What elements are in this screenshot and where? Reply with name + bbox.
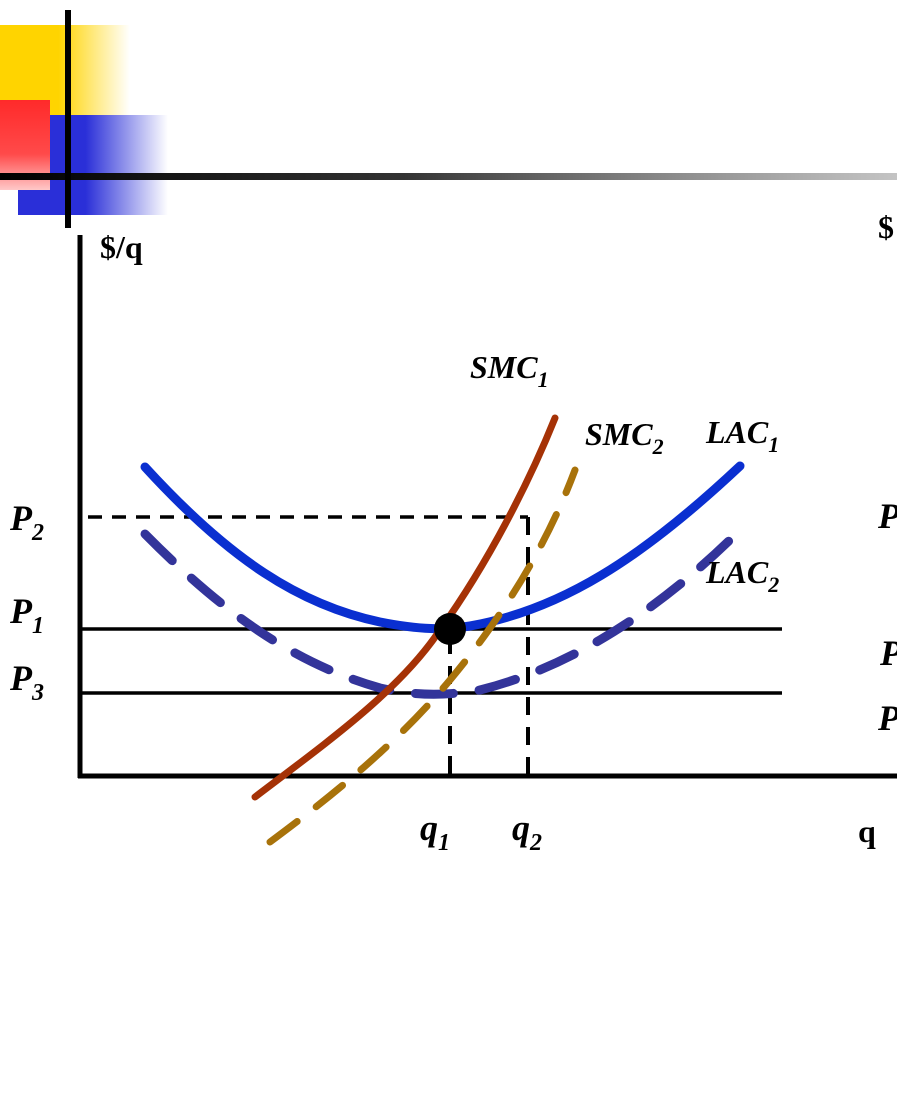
right-panel-y-label-fragment: $ [878, 209, 894, 245]
deco-vertical-rule [65, 10, 71, 228]
quantity-label-q1: q1 [420, 808, 450, 856]
equilibrium-point [434, 613, 466, 645]
price-label-p2: P2 [9, 498, 44, 546]
right-panel-price-fragment: P [877, 496, 897, 536]
quantity-label-q2: q2 [512, 808, 542, 856]
quantity-lines [448, 517, 530, 776]
right-panel-price-fragment: P [879, 633, 897, 673]
curve-label-smc1: SMC1 [470, 349, 549, 392]
smc1-curve [251, 414, 559, 801]
x-axis-label: q [858, 813, 876, 849]
price-lines [80, 515, 782, 695]
y-axis-label: $/q [100, 229, 143, 265]
curve-label-smc2: SMC2 [585, 416, 664, 459]
right-panel-price-fragment: P [877, 698, 897, 738]
slide-decoration [0, 10, 897, 228]
deco-horizontal-rule [0, 173, 897, 180]
axes [77, 235, 897, 779]
lac1-curve [140, 461, 745, 634]
lac2-curve [140, 525, 745, 699]
price-label-p1: P1 [9, 591, 44, 639]
curve-label-lac2: LAC2 [705, 554, 779, 597]
smc2-curve [266, 466, 579, 846]
curve-label-lac1: LAC1 [705, 414, 779, 457]
price-label-p3: P3 [9, 658, 44, 706]
